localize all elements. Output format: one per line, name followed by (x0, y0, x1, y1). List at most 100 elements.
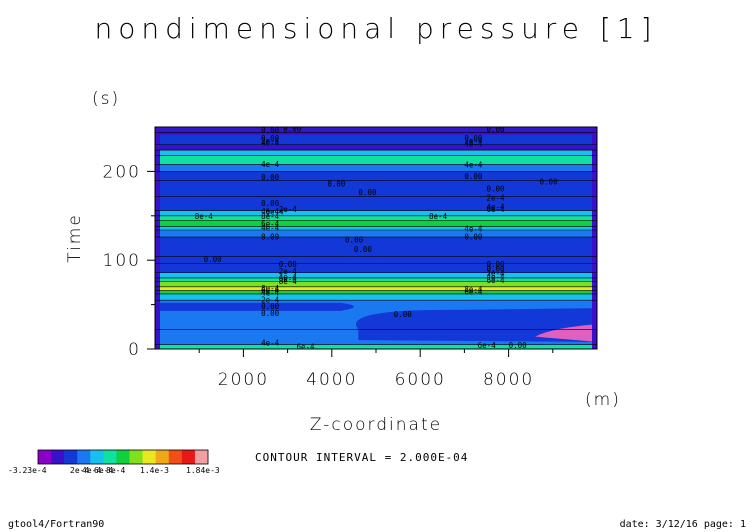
y-axis-ticks: 0 100 200 (103, 162, 155, 360)
right-edge-band (592, 127, 597, 349)
contour-label: 6e-4 (464, 288, 483, 297)
colorbar-swatch (181, 450, 196, 464)
contour-label: 4e-4 (261, 289, 280, 298)
contour-band (155, 230, 597, 238)
contour-band (155, 144, 597, 151)
contour-label: 8e-4 (261, 284, 280, 293)
low-region (155, 302, 354, 311)
colorbar-tick-label: 6e-4 (94, 466, 113, 475)
contour-label: 0.00 (279, 260, 298, 269)
contour-label: 4e-4 (279, 273, 298, 282)
contour-label: 6e-4 (261, 219, 280, 228)
top-band (155, 127, 597, 135)
contour-label: 0.00 (464, 172, 483, 181)
contour-label: 2e-4 (464, 137, 483, 146)
colorbar-swatch (142, 450, 156, 464)
contour-label: 0.00 (358, 188, 377, 197)
contour-label: 4e-4 (464, 139, 483, 148)
colorbar-swatch (116, 450, 130, 464)
contour-band (155, 164, 597, 172)
left-edge-band (155, 127, 160, 349)
contour-label: 4e-4 (261, 138, 280, 147)
contour-label: 0.00 (327, 179, 346, 188)
contour-band (155, 171, 597, 181)
colorbar-tick-label: -3.23e-4 (8, 466, 47, 475)
contour-label: 2e-4 (279, 267, 298, 276)
contour-label: 4e-4 (487, 202, 506, 211)
contour-label: 0.00 (487, 260, 506, 269)
contour-label: 8e-4 (429, 212, 448, 221)
colorbar-tick-label: 1.84e-3 (186, 466, 220, 475)
x-tick-label: 4000 (306, 370, 357, 390)
high-region (535, 324, 597, 342)
colorbar-tick-label: 1.4e-3 (140, 466, 169, 475)
contour-band (155, 210, 597, 217)
footer-left: gtool4/Fortran90 (8, 519, 104, 530)
contour-label: 0.00 (261, 126, 280, 135)
colorbar-tick-label: 4e-4 (82, 466, 101, 475)
contour-label: 0.00 (261, 302, 280, 311)
contour-label: 8e-4 (279, 277, 298, 286)
footer-right: date: 3/12/16 page: 1 (620, 519, 746, 530)
colorbar-swatch (194, 450, 209, 464)
contour-label: 8e-4 (261, 212, 280, 221)
contour-label: 4e-4 (464, 161, 483, 170)
contour-label: 4e-4 (487, 273, 506, 282)
contour-label: 0.00 (261, 199, 280, 208)
contour-band (155, 132, 597, 146)
contour-band (155, 215, 597, 221)
colorbar-swatch (103, 450, 117, 464)
contour-label: 0.00 (464, 233, 483, 242)
contour-label: 6e-4 (261, 286, 280, 295)
chart-title: nondimensional pressure [1] (94, 12, 657, 45)
contour-band (155, 293, 597, 301)
contour-label: 0.00 (540, 178, 559, 187)
contour-label: 0.00 (261, 309, 280, 318)
contour-label: 4e-4 (464, 225, 483, 234)
contour-label: 0.00 (464, 134, 483, 143)
low-region (355, 308, 597, 342)
contour-band (155, 226, 597, 231)
contour-label: 2e-4 (487, 194, 506, 203)
contour-label: 6e-4 (478, 341, 497, 350)
y-tick-label: 0 (128, 340, 141, 360)
contour-label: 6e-4 (266, 208, 285, 217)
colorbar (37, 449, 209, 465)
contour-band (155, 155, 597, 165)
y-axis-label: Time (65, 213, 85, 263)
x-tick-label: 6000 (395, 370, 446, 390)
contour-band (155, 256, 597, 265)
colorbar-swatch (168, 450, 183, 464)
contour-label: 2e-4 (261, 296, 280, 305)
contour-label: 2e-4 (279, 205, 298, 214)
contour-band (155, 196, 597, 211)
colorbar-frame (37, 449, 209, 465)
colorbar-swatch (38, 450, 52, 464)
plot-area: 0.00 0.000.002e-44e-44e-40.000.000.000.00… (154, 124, 598, 350)
y-tick-label: 200 (103, 162, 141, 182)
contour-label: 0.00 (487, 265, 506, 274)
colorbar-swatch (90, 450, 104, 464)
contour-label: 0.00 (509, 341, 528, 350)
x-unit-label: (m) (585, 390, 621, 410)
x-tick-label: 2000 (218, 370, 269, 390)
contour-label: 0.00 (345, 235, 364, 244)
colorbar-tick-label: 8e-4 (106, 466, 125, 475)
contour-label: 4e-4 (261, 338, 280, 347)
x-axis-label: Z-coordinate (310, 415, 442, 435)
contour-band (155, 150, 597, 156)
colorbar-swatch (64, 450, 78, 464)
contour-label: 4e-4 (261, 207, 280, 216)
contour-band (155, 290, 597, 295)
contour-label: 0.00 (261, 173, 280, 182)
colorbar-swatch (129, 450, 143, 464)
contour-label: 8e-4 (464, 285, 483, 294)
contour-label: 0.00 (283, 124, 302, 133)
contour-interval: CONTOUR INTERVAL = 2.000E-04 (255, 451, 468, 464)
contour-label: 0.00 (487, 125, 506, 134)
contour-label: 0.00 (261, 134, 280, 143)
contour-label: 4e-4 (261, 160, 280, 169)
contour-band (155, 272, 597, 279)
colorbar-swatch (155, 450, 170, 464)
